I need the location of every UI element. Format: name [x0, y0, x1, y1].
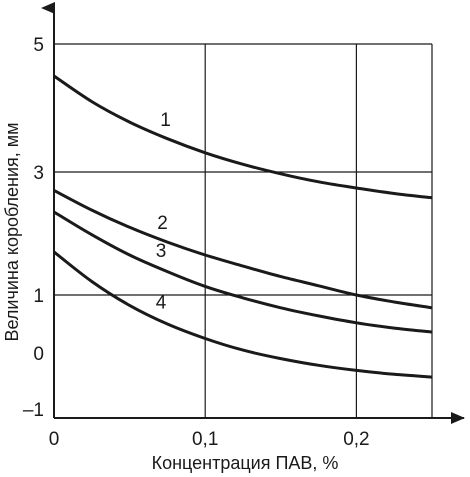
series-label-4: 4	[156, 292, 167, 313]
x-axis-label: Концентрация ПАВ, %	[152, 453, 339, 473]
x-tick-label: 0	[49, 429, 60, 450]
series-label-1: 1	[160, 110, 171, 131]
x-tick-label: 0,1	[192, 429, 218, 450]
series-line-4	[53, 250, 433, 379]
series-labels: 1 2 3 4	[156, 110, 171, 313]
series-label-3: 3	[156, 241, 167, 262]
series-line-3	[53, 210, 433, 334]
series-line-2	[53, 189, 433, 310]
curves	[53, 74, 433, 379]
y-tick-label: 1	[33, 286, 44, 307]
y-tick-label: 0	[33, 344, 44, 365]
series-line-1	[53, 74, 433, 200]
grid	[54, 43, 433, 418]
y-axis-label: Величина коробления, мм	[2, 123, 22, 342]
y-tick-label: 5	[33, 35, 44, 56]
y-tick-label: –1	[23, 400, 44, 421]
series-label-2: 2	[157, 213, 168, 234]
x-tick-label: 0,2	[343, 429, 369, 450]
y-tick-label: 3	[33, 163, 44, 184]
axes	[41, 2, 465, 424]
